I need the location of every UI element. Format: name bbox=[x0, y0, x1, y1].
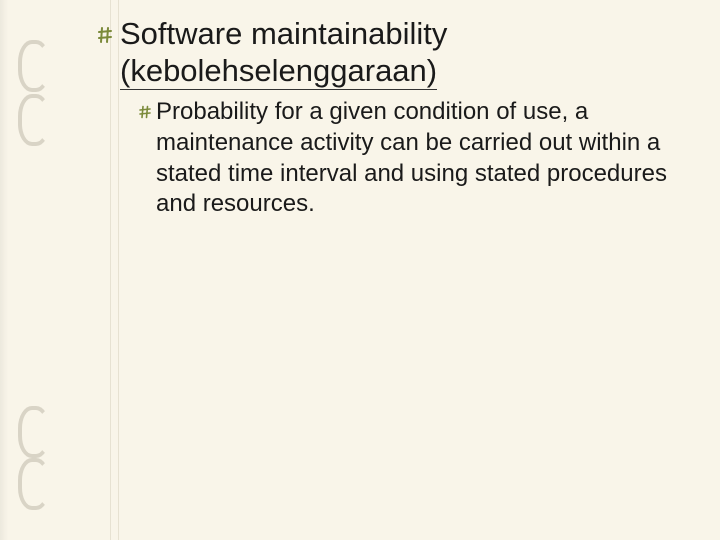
list-item: Software maintainability (kebolehselengg… bbox=[96, 16, 680, 89]
hash-bullet-icon bbox=[96, 26, 114, 44]
left-edge-shadow bbox=[0, 0, 8, 540]
list-item: Probability for a given condition of use… bbox=[138, 97, 680, 220]
level2-body: Probability for a given condition of use… bbox=[156, 97, 680, 220]
heading-line2: (kebolehselenggaraan) bbox=[120, 53, 437, 90]
level1-heading: Software maintainability (kebolehselengg… bbox=[120, 16, 447, 89]
heading-line1: Software maintainability bbox=[120, 16, 447, 51]
slide-content: Software maintainability (kebolehselengg… bbox=[96, 16, 680, 220]
binder-rings-watermark bbox=[0, 0, 70, 540]
hash-bullet-icon bbox=[138, 105, 152, 119]
